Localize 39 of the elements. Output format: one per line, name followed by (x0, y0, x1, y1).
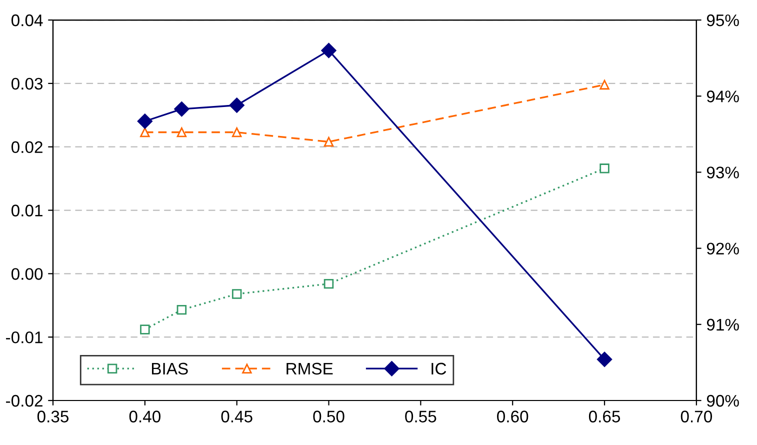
y2-tick-label: 90% (706, 394, 739, 407)
y-tick-label: -0.01 (6, 331, 42, 344)
x-tick-label: 0.45 (221, 410, 252, 422)
x-tick-label: 0.35 (37, 410, 69, 422)
y-tick-label: 0.02 (11, 141, 42, 154)
point (176, 304, 187, 315)
x-tick-label: 0.55 (405, 410, 436, 422)
x-tick-label: 0.65 (588, 410, 620, 422)
legend-label: RMSE (286, 362, 333, 375)
x-tick-label: 0.70 (680, 410, 712, 422)
x-tick-label: 0.60 (497, 410, 528, 422)
y-tick-label: 0.03 (11, 78, 43, 90)
point (140, 127, 150, 138)
point (324, 136, 334, 147)
legend-label: BIAS (152, 362, 188, 375)
point (596, 352, 612, 367)
point (174, 101, 190, 117)
y2-tick-label: 92% (706, 242, 739, 255)
x-tick-label: 0.50 (313, 410, 344, 422)
point (232, 289, 242, 299)
y2-tick-label: 91% (706, 318, 739, 331)
y-tick-label: 0.01 (11, 204, 42, 216)
point (600, 80, 610, 90)
point (321, 42, 336, 58)
x-tick-label: 0.40 (129, 410, 160, 422)
point (232, 127, 242, 138)
point (176, 127, 187, 138)
y-tick-label: 0.04 (11, 14, 43, 26)
y-tick-label: -0.02 (6, 394, 42, 407)
point (140, 324, 150, 334)
y-tick-label: 0.00 (11, 268, 43, 280)
y2-tick-label: 94% (706, 90, 739, 102)
point (600, 164, 610, 174)
y2-tick-label: 95% (706, 14, 739, 26)
y2-tick-label: 93% (706, 166, 739, 178)
legend-label: IC (432, 362, 446, 375)
point (137, 114, 152, 129)
point (229, 98, 244, 113)
point (324, 278, 334, 289)
